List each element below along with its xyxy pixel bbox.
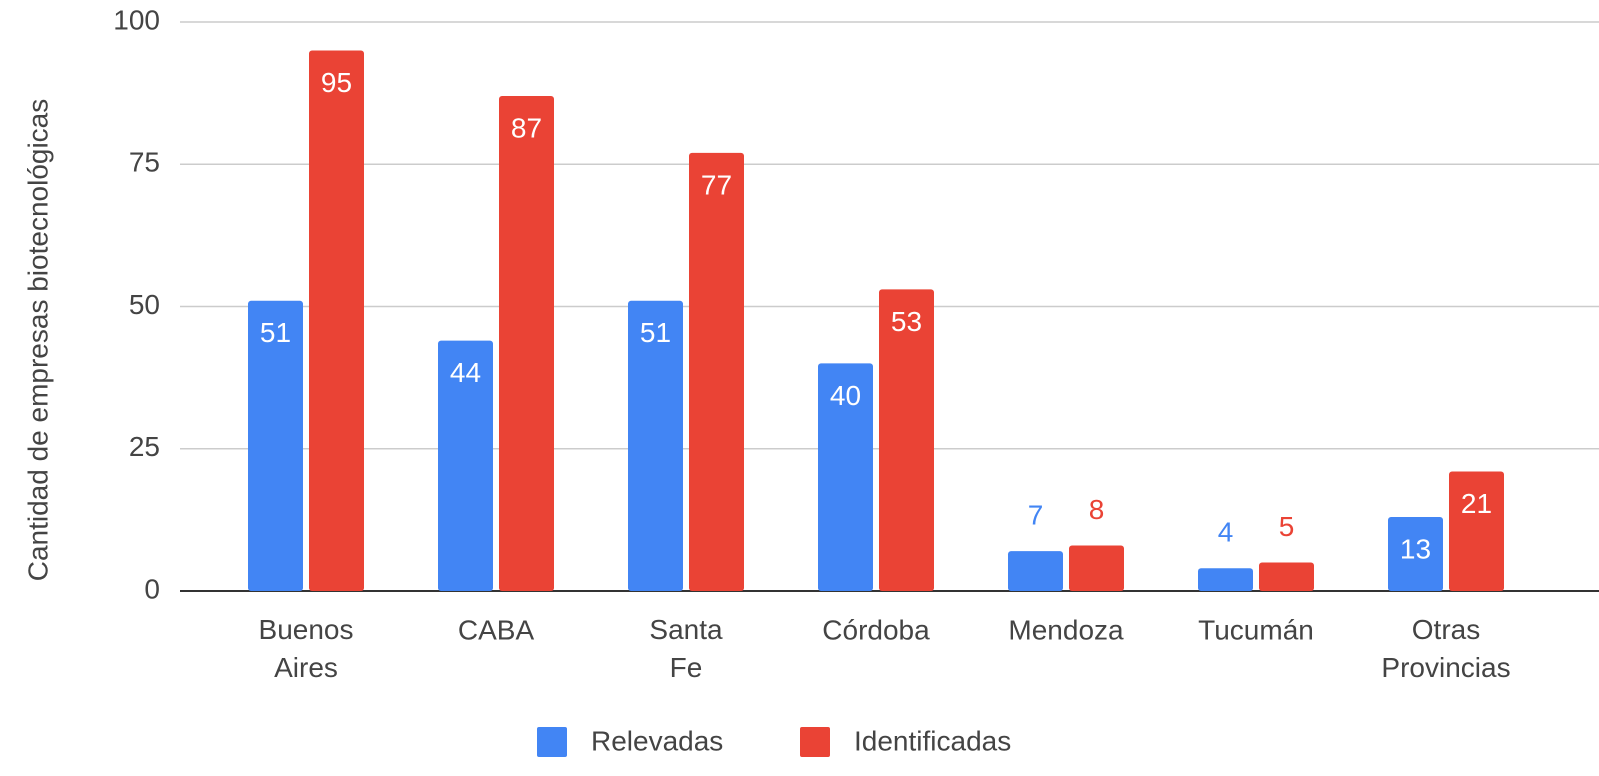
legend-swatch bbox=[800, 727, 830, 757]
bar bbox=[438, 340, 493, 591]
x-tick-label: Otras Provincias bbox=[1381, 614, 1510, 683]
y-tick-label: 0 bbox=[144, 573, 160, 604]
x-tick-label: Mendoza bbox=[1008, 614, 1124, 645]
bar bbox=[879, 289, 934, 591]
bar bbox=[1388, 517, 1443, 591]
bar bbox=[1259, 562, 1314, 591]
x-tick-label-line: Otras bbox=[1412, 614, 1480, 645]
data-label: 4 bbox=[1218, 517, 1234, 548]
legend-swatch bbox=[537, 727, 567, 757]
data-label: 53 bbox=[891, 306, 922, 337]
y-tick-label: 50 bbox=[129, 289, 160, 320]
data-label: 95 bbox=[321, 67, 352, 98]
legend-label: Identificadas bbox=[854, 725, 1011, 756]
data-label: 51 bbox=[640, 317, 671, 348]
x-tick-label-line: Buenos bbox=[259, 614, 354, 645]
data-label: 77 bbox=[701, 169, 732, 200]
bar bbox=[499, 95, 554, 591]
data-label: 7 bbox=[1028, 500, 1044, 531]
data-label: 40 bbox=[830, 380, 861, 411]
x-tick-label-line: Aires bbox=[274, 652, 338, 683]
y-tick-label: 75 bbox=[129, 147, 160, 178]
x-tick-label-line: Santa bbox=[649, 614, 723, 645]
data-label: 13 bbox=[1400, 533, 1431, 564]
x-tick-label: Buenos Aires bbox=[259, 614, 354, 683]
x-tick-label: Tucumán bbox=[1198, 614, 1314, 645]
bar bbox=[1069, 545, 1124, 591]
data-label: 51 bbox=[260, 317, 291, 348]
bar bbox=[248, 300, 303, 591]
x-tick-label-line: Fe bbox=[670, 652, 703, 683]
data-label: 21 bbox=[1461, 488, 1492, 519]
x-tick-label: CABA bbox=[458, 614, 535, 645]
data-label: 44 bbox=[450, 357, 481, 388]
y-tick-label: 100 bbox=[113, 4, 160, 35]
bar bbox=[628, 300, 683, 591]
bar bbox=[818, 363, 873, 591]
bar bbox=[1449, 471, 1504, 591]
x-tick-label-line: Provincias bbox=[1381, 652, 1510, 683]
data-label: 87 bbox=[511, 112, 542, 143]
x-tick-label: Santa Fe bbox=[649, 614, 723, 683]
bar bbox=[1008, 551, 1063, 591]
y-axis-title: Cantidad de empresas biotecnológicas bbox=[22, 99, 53, 582]
legend-label: Relevadas bbox=[591, 725, 723, 756]
data-label: 5 bbox=[1279, 511, 1295, 542]
y-tick-label: 25 bbox=[129, 431, 160, 462]
bar bbox=[689, 152, 744, 591]
x-tick-label: Córdoba bbox=[822, 614, 930, 645]
bar bbox=[309, 50, 364, 591]
bar bbox=[1198, 568, 1253, 591]
data-label: 8 bbox=[1089, 494, 1105, 525]
